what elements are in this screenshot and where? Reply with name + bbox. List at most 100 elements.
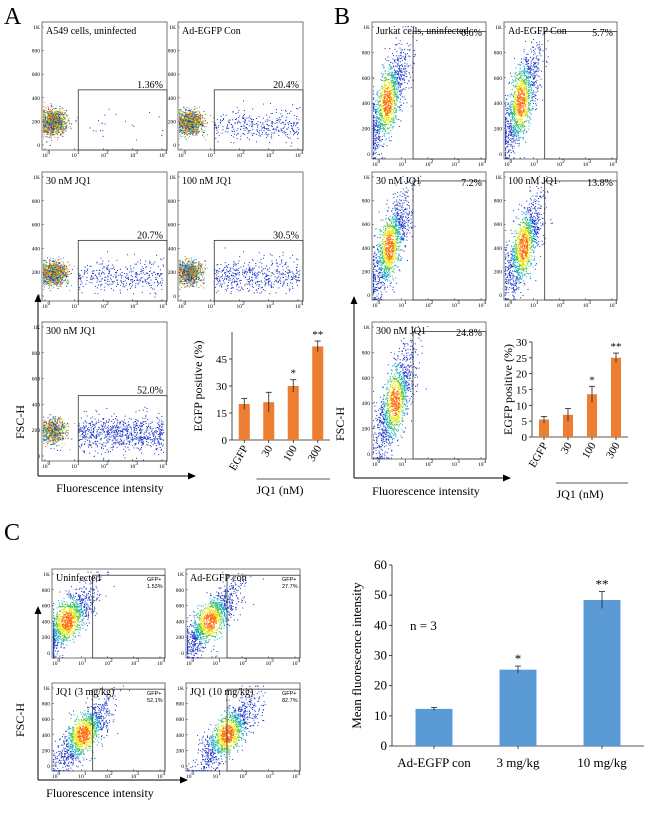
y-tick-label: 600	[176, 604, 185, 610]
bar-3	[583, 599, 621, 746]
x-tick-exponent: 2	[431, 159, 434, 165]
x-tick-label: 10	[239, 774, 245, 780]
x-tick-label: 10	[213, 774, 219, 780]
x-axis-title: JQ1 (nM)	[257, 483, 304, 497]
x-tick-label: 10	[266, 774, 272, 780]
bar-chart-a: 0 15 30 45 EGFP 30 * 100 ** 300 EGFP positive (%) J…	[191, 329, 330, 497]
x-tick-label: 10	[266, 304, 272, 310]
y-tick-label: 20	[374, 678, 387, 693]
y-tick-label: 0	[173, 143, 176, 149]
y-tick-label: 600	[42, 604, 51, 610]
category-label: 30	[259, 443, 275, 459]
y-tick-label: 200	[168, 119, 177, 125]
significance-marker: **	[596, 577, 609, 592]
y-tick-label: 1K	[33, 175, 40, 181]
y-tick-label: 200	[494, 269, 503, 275]
y-tick-label: 200	[362, 127, 371, 133]
category-label: EGFP	[527, 441, 551, 470]
panel-b-fluorescence-label: Fluorescence intensity	[372, 484, 480, 498]
y-tick-label: 45	[216, 354, 228, 366]
flow-plot-events	[53, 685, 130, 772]
y-tick-label: 1K	[43, 572, 50, 578]
x-tick-label: 10	[105, 774, 111, 780]
x-tick-label: 10	[237, 304, 243, 310]
x-tick-label: 10	[239, 661, 245, 667]
y-tick-label: 0	[173, 294, 176, 300]
y-tick-label: 1K	[43, 686, 50, 692]
x-tick-exponent: 0	[510, 300, 513, 306]
x-tick-label: 10	[530, 162, 536, 168]
panel-b-axis-labels: FSC-H Fluorescence intensity	[333, 296, 511, 498]
y-tick-label: 400	[362, 401, 371, 407]
y-tick-label: 40	[374, 617, 387, 632]
x-tick-exponent: 2	[242, 301, 245, 307]
x-tick-label: 10	[130, 304, 136, 310]
y-tick-label: 1K	[177, 686, 184, 692]
flow-plot-events	[505, 175, 561, 300]
x-tick-exponent: 2	[242, 150, 245, 156]
panel-c-axis-labels: FSC-H Fluorescence intensity	[13, 606, 188, 800]
x-tick-exponent: 3	[136, 658, 139, 664]
x-tick-exponent: 3	[457, 459, 460, 465]
y-tick-label: 600	[168, 72, 177, 78]
flow-plot-title: Jurkat cells, uninfected	[376, 26, 468, 37]
y-tick-label: 1K	[363, 325, 370, 331]
x-tick-label: 10	[266, 153, 272, 159]
x-tick-exponent: 1	[77, 301, 80, 307]
gate-box	[412, 331, 487, 460]
x-tick-exponent: 4	[165, 461, 168, 467]
x-tick-exponent: 1	[404, 300, 407, 306]
x-tick-exponent: 4	[615, 300, 618, 306]
flow-plot-14: JQ1 (10 mg/kg) GFP+82.7%1K800600400200010…	[176, 682, 301, 780]
x-tick-label: 10	[101, 304, 107, 310]
y-tick-label: 800	[32, 199, 41, 205]
flow-plot-events	[53, 571, 115, 659]
y-tick-label: 400	[494, 246, 503, 252]
x-tick-label: 10	[42, 304, 48, 310]
x-tick-exponent: 4	[163, 771, 166, 777]
gate-box	[544, 180, 618, 301]
flow-plot-title: Ad-EGFP con	[190, 573, 247, 584]
x-tick-exponent: 4	[484, 159, 487, 165]
y-tick-label: 0	[381, 738, 388, 753]
y-tick-label: 0	[499, 293, 502, 299]
bar-1	[238, 404, 250, 440]
sample-size-annotation: n = 3	[410, 618, 437, 633]
x-tick-label: 10	[557, 162, 563, 168]
x-tick-label: 10	[178, 304, 184, 310]
bar-1	[415, 708, 453, 746]
x-tick-exponent: 0	[378, 459, 381, 465]
category-label: 300	[604, 440, 623, 461]
gate-box	[213, 239, 304, 302]
y-tick-label: 600	[32, 223, 41, 229]
x-tick-label: 10	[399, 303, 405, 309]
x-tick-label: 10	[372, 303, 378, 309]
category-label: 10 mg/kg	[577, 755, 627, 770]
y-tick-label: 25	[516, 353, 528, 365]
x-tick-label: 10	[478, 462, 484, 468]
significance-marker: *	[515, 651, 522, 666]
y-tick-label: 800	[362, 199, 371, 205]
x-tick-label: 10	[237, 153, 243, 159]
y-tick-label: 200	[362, 269, 371, 275]
bar-2	[499, 669, 537, 746]
gate-percentage: 20.7%	[137, 230, 163, 241]
y-tick-label: 800	[176, 588, 185, 594]
y-tick-label: 600	[494, 222, 503, 228]
gate-percentage: 82.7%	[282, 698, 298, 704]
y-tick-label: 0	[37, 143, 40, 149]
x-tick-exponent: 1	[536, 159, 539, 165]
gate-box	[92, 688, 166, 772]
flow-plot-title: 100 nM JQ1	[508, 176, 558, 187]
x-tick-exponent: 0	[184, 150, 187, 156]
y-tick-label: 5	[522, 416, 528, 428]
x-tick-exponent: 3	[135, 301, 138, 307]
flow-plot-events	[43, 251, 165, 298]
panel-letter-c: C	[4, 520, 20, 546]
x-tick-exponent: 4	[165, 150, 168, 156]
x-tick-exponent: 4	[484, 300, 487, 306]
x-tick-label: 10	[207, 153, 213, 159]
